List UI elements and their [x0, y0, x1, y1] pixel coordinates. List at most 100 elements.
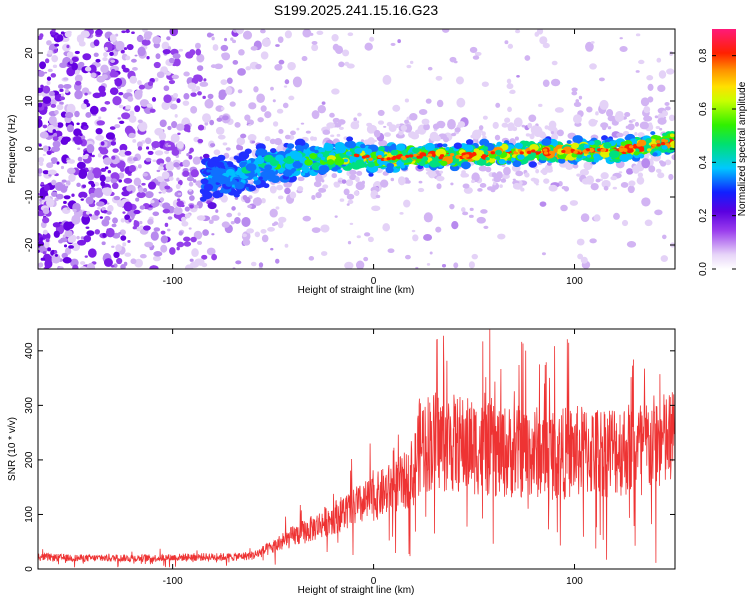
spectrogram-cell — [220, 44, 229, 52]
spectrogram-cell — [47, 247, 52, 252]
spectrogram-cell — [643, 115, 653, 122]
spectrogram-cell — [178, 231, 183, 236]
spectrogram-cell — [668, 51, 674, 57]
spectrogram-cell — [84, 92, 88, 96]
spectrogram-cell — [637, 172, 644, 178]
spectrogram-cell — [168, 176, 174, 181]
spectrogram-cell — [318, 187, 327, 193]
spectrogram-cell — [369, 36, 375, 42]
spectrogram-cell — [284, 30, 292, 39]
x-tick-label: 0 — [371, 576, 377, 587]
spectrogram-cell — [644, 219, 653, 227]
spectrogram-cell — [461, 207, 466, 213]
spectrogram-cell — [659, 160, 664, 164]
ridge-peak — [490, 151, 496, 155]
spectrogram-cell — [311, 43, 319, 52]
spectrogram-cell — [99, 216, 103, 219]
spectrogram-cell — [196, 53, 205, 63]
spectrogram-cell — [284, 187, 291, 195]
spectrogram-cell — [535, 183, 539, 186]
spectrogram-cell — [657, 117, 667, 125]
spectrogram-cell — [462, 183, 470, 189]
ridge-cell — [586, 154, 592, 158]
ridge-peak — [561, 149, 566, 154]
spectrogram-cell — [109, 71, 119, 78]
x-tick-label: 100 — [566, 576, 583, 587]
spectrogram-cell — [616, 113, 624, 122]
spectrogram-cell — [66, 124, 74, 133]
ridge-cell — [418, 160, 426, 167]
spectrogram-cell — [308, 256, 315, 261]
spectrogram-cell — [451, 220, 459, 230]
spectrogram-cell — [538, 103, 543, 108]
spectrogram-cell — [504, 117, 511, 123]
spectrogram-cell — [80, 103, 87, 110]
spectrogram-cell — [77, 156, 83, 162]
spectrogram-cell — [556, 129, 564, 137]
ridge-cell — [203, 183, 214, 191]
spectrogram-cell — [98, 85, 106, 93]
spectrogram-cell — [38, 118, 43, 128]
spectrogram-cell — [590, 41, 595, 44]
spectrogram-cell — [606, 109, 614, 117]
ridge-cell — [246, 159, 252, 164]
spectrogram-cell — [356, 235, 361, 239]
spectrogram-cell — [118, 172, 125, 179]
spectrogram-cell — [97, 206, 101, 210]
ridge-peak — [622, 148, 628, 152]
ridge-cell — [336, 146, 347, 154]
spectrogram-cell — [454, 127, 461, 133]
spectrogram-cell — [136, 35, 144, 43]
spectrogram-cell — [104, 166, 109, 170]
colorbar-tick-label: 0.6 — [698, 102, 709, 116]
spectrogram-cell — [120, 263, 126, 269]
ridge-cell — [202, 153, 210, 159]
spectrogram-cell — [60, 31, 65, 35]
spectrogram-cell — [98, 90, 107, 97]
spectrogram-cell — [320, 251, 328, 257]
spectrogram-cell — [600, 172, 609, 180]
spectrogram-cell — [530, 177, 537, 182]
spectrogram-cell — [115, 40, 125, 51]
spectrogram-cell — [119, 166, 125, 172]
spectrogram-cell — [127, 96, 134, 102]
spectrogram-cell — [62, 256, 72, 264]
ridge-cell — [465, 139, 474, 145]
spectrogram-cell — [86, 91, 92, 95]
spectrogram-cell — [313, 136, 317, 141]
spectrogram-cell — [512, 182, 521, 190]
ridge-cell — [624, 135, 631, 141]
spectrogram-cell — [100, 141, 105, 146]
spectrogram-cell — [397, 39, 401, 44]
spectrogram-cell — [61, 179, 67, 183]
spectrogram-cell — [100, 181, 106, 187]
spectrogram-cell — [167, 142, 176, 151]
spectrogram-cell — [242, 238, 251, 246]
spectrogram-cell — [409, 60, 414, 65]
ridge-peak — [416, 155, 421, 159]
ridge-cell — [603, 142, 612, 149]
spectrogram-cell — [164, 185, 171, 190]
ridge-cell — [270, 175, 281, 183]
ridge-cell — [367, 161, 376, 168]
spectrogram-cell — [222, 142, 228, 146]
spectrogram-cell — [101, 206, 106, 212]
spectrogram-cell — [111, 223, 117, 228]
spectrogram-cell — [260, 105, 267, 112]
spectrogram-cell — [107, 204, 114, 212]
spectrogram-cell — [221, 52, 231, 61]
spectrogram-cell — [245, 66, 252, 71]
spectrogram-cell — [302, 215, 312, 222]
ridge-cell — [292, 160, 303, 169]
ridge-cell — [488, 152, 497, 159]
spectrogram-cell — [240, 133, 247, 139]
spectrogram-cell — [51, 161, 56, 165]
spectrogram-cell — [439, 124, 445, 129]
spectrogram-cell — [386, 121, 393, 127]
spectrogram-cell — [346, 63, 355, 69]
spectrogram-cell — [578, 95, 583, 100]
spectrogram-cell — [203, 78, 207, 82]
y-tick-label: -20 — [24, 237, 35, 252]
ridge-cell — [283, 169, 293, 177]
spectrogram-cell — [320, 224, 330, 233]
